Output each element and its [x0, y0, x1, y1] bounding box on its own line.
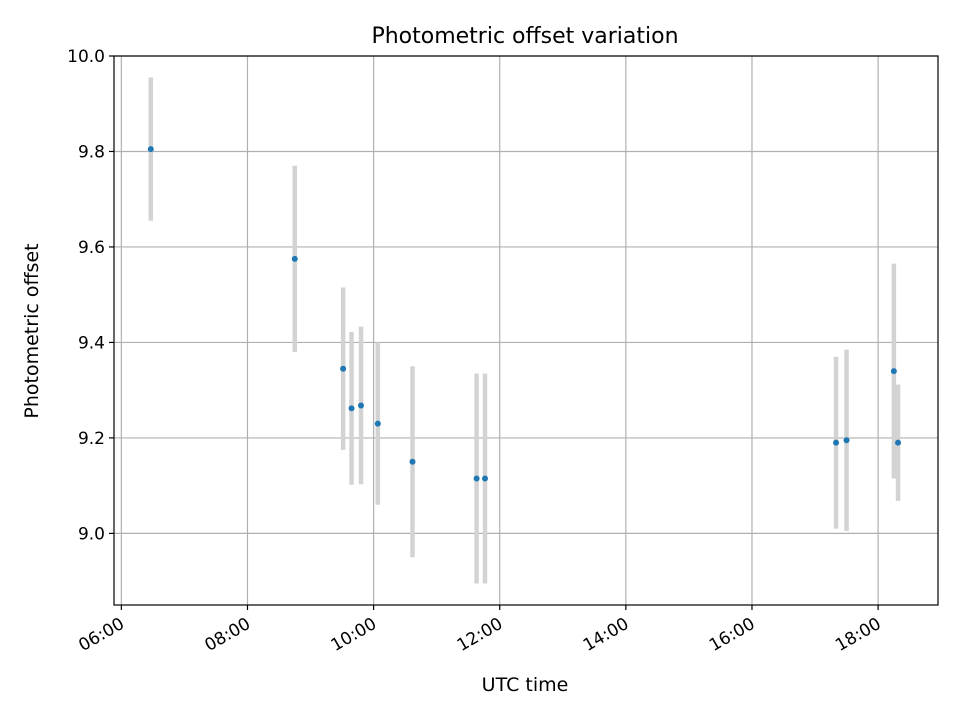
errorbar-layer — [148, 77, 901, 584]
data-point — [895, 439, 902, 446]
data-point — [348, 405, 355, 412]
data-point — [357, 402, 364, 409]
x-tick-label: 10:00 — [328, 614, 380, 656]
grid-layer — [114, 55, 938, 605]
data-point — [482, 475, 489, 482]
x-tick-label: 14:00 — [580, 614, 632, 656]
data-point — [890, 368, 897, 375]
data-point — [340, 365, 347, 372]
y-tick-label: 9.8 — [78, 142, 105, 162]
y-tick-label: 9.6 — [78, 238, 105, 258]
x-axis-label: UTC time — [482, 674, 569, 696]
data-point — [833, 439, 840, 446]
chart-title: Photometric offset variation — [371, 24, 678, 49]
x-tick-label: 08:00 — [202, 614, 254, 656]
y-tick-label: 9.2 — [78, 429, 105, 449]
data-point — [147, 146, 154, 153]
data-point — [291, 255, 298, 262]
data-point — [374, 420, 381, 427]
y-tick-label: 9.0 — [78, 524, 105, 544]
y-tick-label: 10.0 — [67, 47, 105, 67]
x-tick-label: 06:00 — [75, 614, 127, 656]
data-point — [473, 475, 480, 482]
x-tick-label: 12:00 — [454, 614, 506, 656]
x-tick-label: 18:00 — [832, 614, 884, 656]
point-layer — [147, 146, 902, 482]
data-point — [409, 458, 416, 465]
plot-frame — [113, 55, 939, 606]
y-axis-label: Photometric offset — [21, 243, 43, 418]
y-tick-label: 9.4 — [78, 333, 105, 353]
x-tick-label: 16:00 — [706, 614, 758, 656]
data-point — [843, 437, 850, 444]
